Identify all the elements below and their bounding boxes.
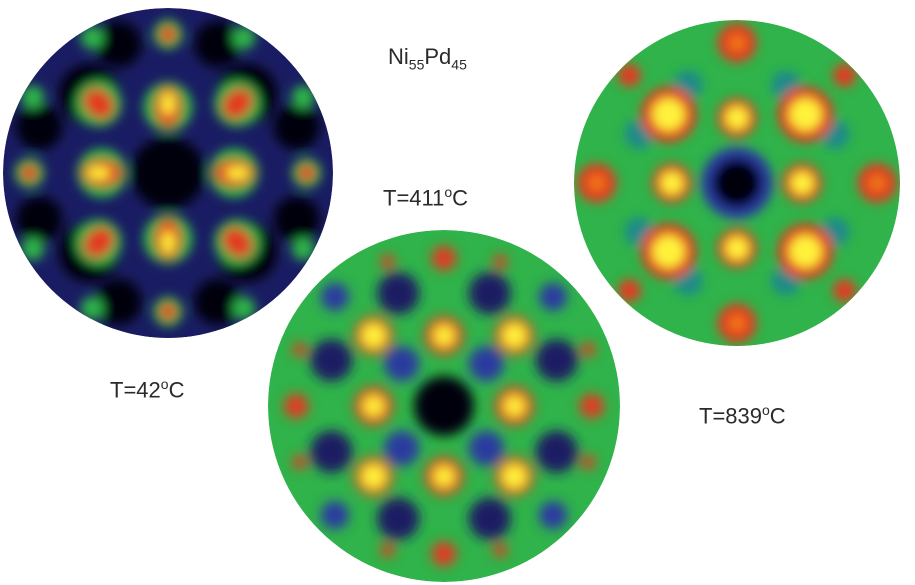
temp-value: T=411 [383,185,445,211]
temperature-label-42: T=42oC [110,376,184,403]
temp-value: T=42 [110,377,161,403]
title-sub-2: 45 [451,56,467,73]
pole-figure-42c [3,8,333,338]
temp-unit: C [769,403,786,429]
degree-mark: o [160,376,169,392]
title-sub-1: 55 [408,56,425,73]
degree-mark: o [444,184,453,200]
temp-unit: C [168,377,185,403]
temperature-label-411: T=411oC [383,184,468,211]
title-element-1: Ni [388,44,409,69]
pole-figure-411c [268,230,620,582]
degree-mark: o [762,402,770,418]
alloy-title: Ni55Pd45 [388,44,467,72]
temperature-label-839: T=839oC [699,402,786,429]
title-element-2: Pd [424,44,452,69]
pole-figure-839c [574,20,900,346]
temp-value: T=839 [699,403,762,429]
temp-unit: C [452,185,469,211]
